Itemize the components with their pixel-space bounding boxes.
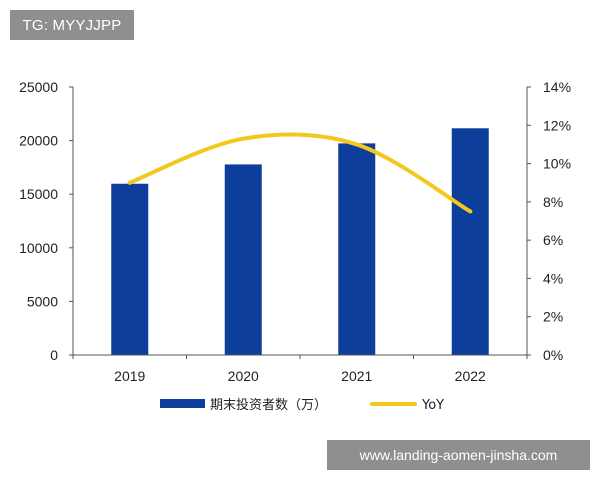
left-tick-label: 20000 xyxy=(19,133,58,149)
right-tick-label: 8% xyxy=(543,194,563,210)
left-tick-label: 15000 xyxy=(19,186,58,202)
bar-2020 xyxy=(224,164,262,355)
legend: 期末投资者数（万） YoY xyxy=(160,397,444,413)
right-tick-label: 10% xyxy=(543,156,571,172)
x-tick-label: 2019 xyxy=(114,368,145,384)
watermark-bottom-label: www.landing-aomen-jinsha.com xyxy=(327,440,590,470)
bar-2019 xyxy=(111,183,149,355)
legend-bar-label: 期末投资者数（万） xyxy=(210,397,327,413)
watermark-top-label: TG: MYYJJPP xyxy=(10,10,134,40)
yoy-point-2019 xyxy=(127,180,132,185)
left-tick-label: 0 xyxy=(50,347,58,363)
left-tick-label: 5000 xyxy=(27,293,58,309)
bar-2021 xyxy=(338,143,376,355)
left-tick-label: 10000 xyxy=(19,240,58,256)
yoy-point-2020 xyxy=(241,136,246,141)
x-tick-label: 2022 xyxy=(455,368,486,384)
x-tick-label: 2021 xyxy=(341,368,372,384)
bar-series xyxy=(111,128,489,355)
yoy-point-2021 xyxy=(354,142,359,147)
yoy-line-series xyxy=(127,132,473,214)
axes: 0 5000 10000 15000 20000 25000 0% 2% 4% 6% 8% 10% 12… xyxy=(19,79,571,384)
legend-bar-swatch xyxy=(160,399,205,408)
left-tick-label: 25000 xyxy=(19,79,58,95)
bar-2022 xyxy=(451,128,489,355)
right-tick-label: 14% xyxy=(543,79,571,95)
right-tick-label: 4% xyxy=(543,270,563,286)
yoy-line xyxy=(127,132,473,214)
right-tick-label: 6% xyxy=(543,232,563,248)
right-tick-label: 2% xyxy=(543,309,563,325)
right-tick-label: 0% xyxy=(543,347,563,363)
right-tick-label: 12% xyxy=(543,117,571,133)
legend-line-label: YoY xyxy=(421,398,444,413)
yoy-point-2022 xyxy=(468,209,473,214)
x-tick-label: 2020 xyxy=(228,368,259,384)
